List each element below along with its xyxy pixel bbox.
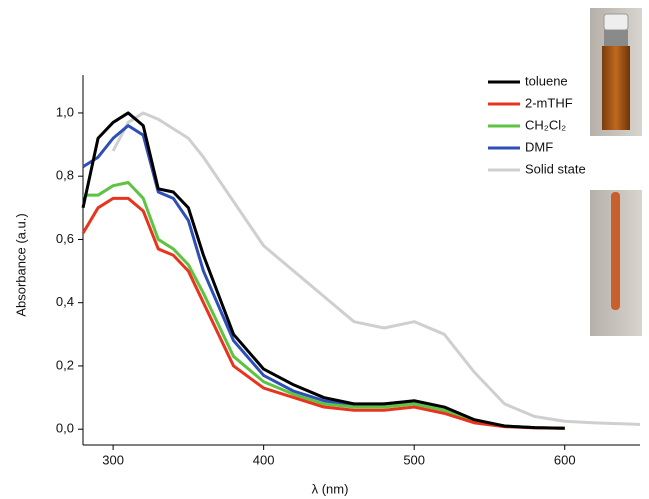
y-tick-label: 0,2 bbox=[56, 357, 74, 372]
photo-tube bbox=[590, 190, 642, 336]
legend-label: Solid state bbox=[525, 161, 586, 176]
y-tick-label: 0,0 bbox=[56, 421, 74, 436]
y-tick-label: 0,8 bbox=[56, 168, 74, 183]
legend-label: 2-mTHF bbox=[525, 95, 573, 110]
series-line bbox=[81, 196, 565, 430]
series-line bbox=[111, 111, 641, 426]
x-tick-label: 300 bbox=[102, 452, 124, 467]
legend-label: toluene bbox=[525, 73, 568, 88]
legend-label: CH₂Cl₂ bbox=[525, 117, 566, 132]
x-tick-label: 500 bbox=[403, 452, 425, 467]
x-axis-label: λ (nm) bbox=[312, 481, 349, 496]
legend-label: DMF bbox=[525, 139, 553, 154]
photo-vial bbox=[590, 8, 642, 136]
series-line bbox=[81, 111, 565, 430]
y-tick-label: 0,6 bbox=[56, 231, 74, 246]
x-tick-label: 400 bbox=[253, 452, 275, 467]
y-tick-label: 1,0 bbox=[56, 104, 74, 119]
series-line bbox=[83, 181, 565, 430]
series-line bbox=[82, 124, 535, 430]
x-tick-label: 600 bbox=[554, 452, 576, 467]
y-tick-label: 0,4 bbox=[56, 294, 74, 309]
y-axis-label: Absorbance (a.u.) bbox=[13, 213, 28, 316]
